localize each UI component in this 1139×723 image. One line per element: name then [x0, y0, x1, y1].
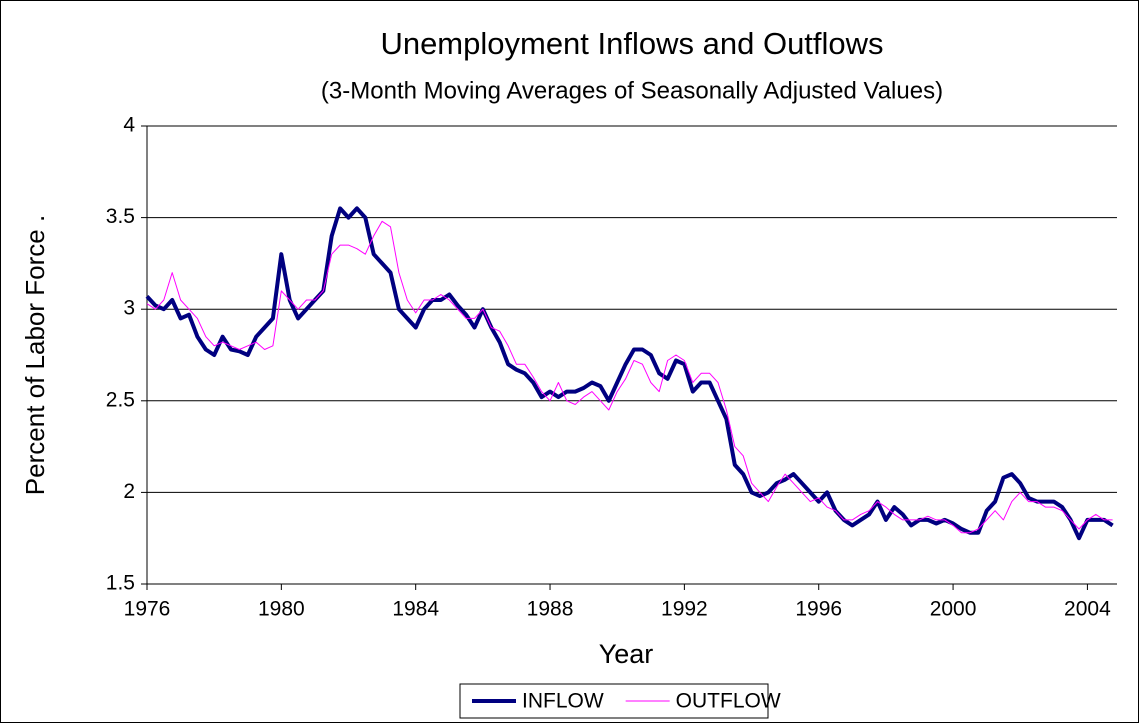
- chart-title: Unemployment Inflows and Outflows: [380, 26, 883, 61]
- x-tick-label: 1992: [661, 598, 708, 621]
- x-axis-label: Year: [599, 639, 654, 669]
- y-tick-label: 3.5: [106, 205, 135, 228]
- y-tick-label: 1.5: [106, 572, 135, 595]
- legend-label: INFLOW: [522, 690, 604, 713]
- chart-subtitle: (3-Month Moving Averages of Seasonally A…: [321, 77, 943, 104]
- x-tick-label: 2004: [1064, 598, 1111, 621]
- y-tick-label: 4: [123, 114, 135, 137]
- data-line: [146, 220, 1113, 534]
- legend-label: OUTFLOW: [676, 690, 781, 713]
- x-tick-label: 2000: [930, 598, 977, 621]
- x-tick-label: 1996: [795, 598, 842, 621]
- y-axis-label: Percent of Labor Force .: [20, 215, 50, 495]
- y-tick-label: 2.5: [106, 388, 135, 411]
- x-tick-label: 1988: [527, 598, 574, 621]
- data-line: [145, 206, 1114, 541]
- y-tick-label: 2: [123, 480, 135, 503]
- y-tick-label: 3: [123, 297, 135, 320]
- x-tick-label: 1980: [258, 598, 305, 621]
- x-tick-label: 1984: [392, 598, 439, 621]
- x-tick-label: 1976: [124, 598, 171, 621]
